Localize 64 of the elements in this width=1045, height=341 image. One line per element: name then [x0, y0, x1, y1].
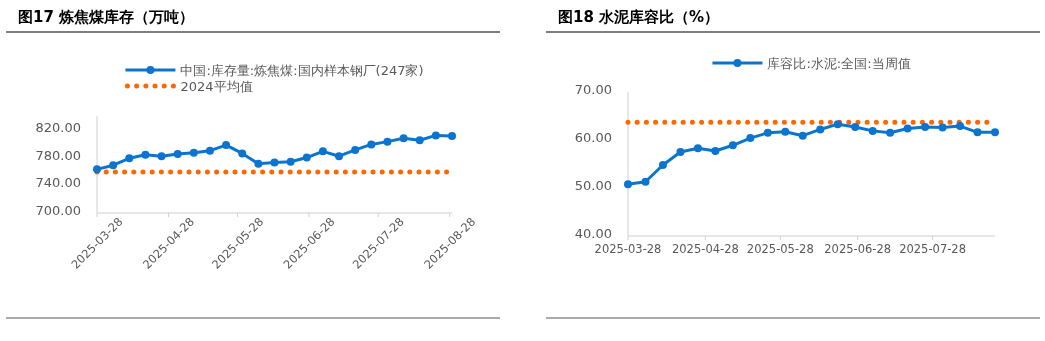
point	[125, 154, 134, 163]
point	[693, 144, 702, 153]
point	[318, 147, 327, 156]
x-tick-label: 2025-05-28	[746, 242, 814, 256]
x-tick-label: 2025-03-28	[594, 242, 662, 256]
point	[711, 147, 720, 156]
point	[763, 128, 772, 137]
point	[431, 131, 440, 140]
y-tick-label: 780.00	[35, 147, 81, 163]
point	[351, 145, 360, 154]
point	[205, 146, 214, 155]
point	[93, 165, 101, 174]
point	[781, 127, 790, 136]
point	[624, 180, 632, 189]
y-tick-label: 40.00	[574, 226, 612, 242]
y-tick-label: 820.00	[35, 120, 81, 136]
point	[302, 153, 311, 162]
y-tick-label: 700.00	[35, 203, 81, 219]
legend-label: 库容比:水泥:全国:当周值	[767, 55, 911, 71]
point	[816, 125, 825, 134]
point	[728, 141, 737, 150]
point	[991, 128, 999, 137]
point	[448, 132, 456, 141]
x-tick-label: 2025-06-28	[824, 242, 892, 256]
x-tick-label: 2025-07-28	[899, 242, 967, 256]
point	[222, 141, 231, 150]
point	[157, 152, 166, 161]
point	[335, 152, 344, 161]
y-tick-label: 740.00	[35, 175, 81, 191]
y-tick-label: 60.00	[574, 130, 612, 146]
point	[956, 122, 965, 131]
point	[676, 148, 685, 156]
chart-title: 图18 水泥库容比（%）	[558, 8, 720, 26]
point	[833, 120, 842, 129]
point	[903, 124, 912, 133]
point	[286, 157, 295, 166]
point	[921, 123, 930, 132]
point	[141, 150, 150, 159]
legend-label: 2024平均值	[180, 78, 253, 94]
point	[886, 128, 895, 137]
point	[367, 140, 376, 149]
point	[173, 150, 182, 159]
point	[109, 161, 118, 170]
legend: 库容比:水泥:全国:当周值	[712, 55, 911, 71]
point	[851, 123, 860, 132]
point	[383, 137, 392, 146]
point	[973, 128, 982, 137]
point	[254, 159, 263, 168]
y-tick-label: 70.00	[574, 82, 612, 98]
point	[399, 134, 408, 143]
point	[746, 134, 755, 143]
point	[938, 123, 947, 132]
chart-title: 图17 炼焦煤库存（万吨）	[18, 8, 195, 26]
point	[270, 158, 279, 167]
point	[798, 131, 807, 140]
point	[868, 126, 877, 135]
legend-label: 中国:库存量:炼焦煤:国内样本钢厂(247家)	[180, 62, 424, 78]
point	[641, 177, 650, 186]
y-tick-label: 50.00	[574, 178, 612, 194]
point	[415, 136, 424, 145]
point	[189, 148, 198, 157]
point	[238, 149, 247, 158]
point	[658, 160, 667, 169]
x-tick-label: 2025-04-28	[671, 242, 739, 256]
